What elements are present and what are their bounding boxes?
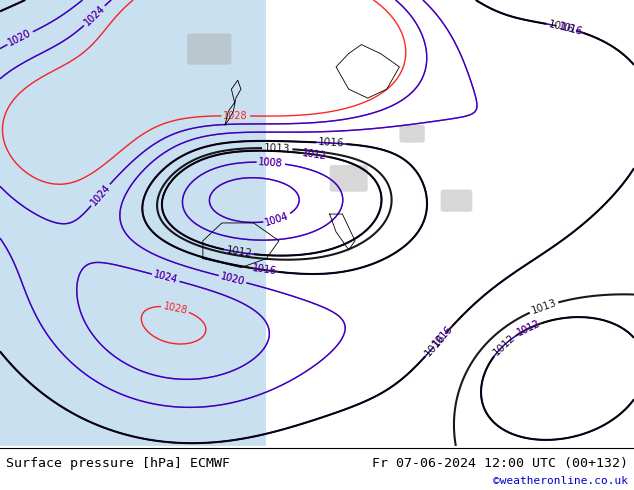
Text: 1016: 1016 [557,21,583,37]
Text: 1016: 1016 [431,323,455,348]
Text: 1013: 1013 [264,143,290,154]
Text: ©weatheronline.co.uk: ©weatheronline.co.uk [493,476,628,486]
FancyBboxPatch shape [187,33,231,65]
Text: 1024: 1024 [153,270,179,286]
Text: 1012: 1012 [515,318,542,338]
Text: 1012: 1012 [515,318,542,338]
Text: Surface pressure [hPa] ECMWF: Surface pressure [hPa] ECMWF [6,457,230,470]
Text: 1020: 1020 [7,28,34,48]
Text: 1016: 1016 [423,332,448,358]
Text: 1016: 1016 [252,263,277,277]
FancyBboxPatch shape [399,125,425,143]
Text: 1012: 1012 [491,332,517,358]
Text: 1016: 1016 [557,21,583,37]
Text: 1012: 1012 [302,148,328,161]
Text: 1012: 1012 [302,148,328,161]
FancyBboxPatch shape [330,165,368,192]
Text: 1008: 1008 [258,157,283,169]
Text: 1016: 1016 [431,323,455,348]
Text: Fr 07-06-2024 12:00 UTC (00+132): Fr 07-06-2024 12:00 UTC (00+132) [372,457,628,470]
Text: 1016: 1016 [252,263,277,277]
Text: 1020: 1020 [7,28,34,48]
Text: 1020: 1020 [219,271,246,287]
Text: 1016: 1016 [318,137,345,149]
Text: 1020: 1020 [219,271,246,287]
Text: 1016: 1016 [547,19,575,35]
Text: 1008: 1008 [258,157,283,169]
Text: 1024: 1024 [89,182,112,207]
Text: 1028: 1028 [162,301,188,316]
Text: 1024: 1024 [82,3,107,28]
Text: 1028: 1028 [223,111,248,121]
Text: 1024: 1024 [82,3,107,28]
Text: 1012: 1012 [225,245,253,259]
Text: 1024: 1024 [153,270,179,286]
Text: 1004: 1004 [264,211,290,228]
Text: 1004: 1004 [264,211,290,228]
FancyBboxPatch shape [441,190,472,212]
Text: 1013: 1013 [530,298,558,316]
FancyBboxPatch shape [0,0,266,446]
Text: 1024: 1024 [89,182,112,207]
